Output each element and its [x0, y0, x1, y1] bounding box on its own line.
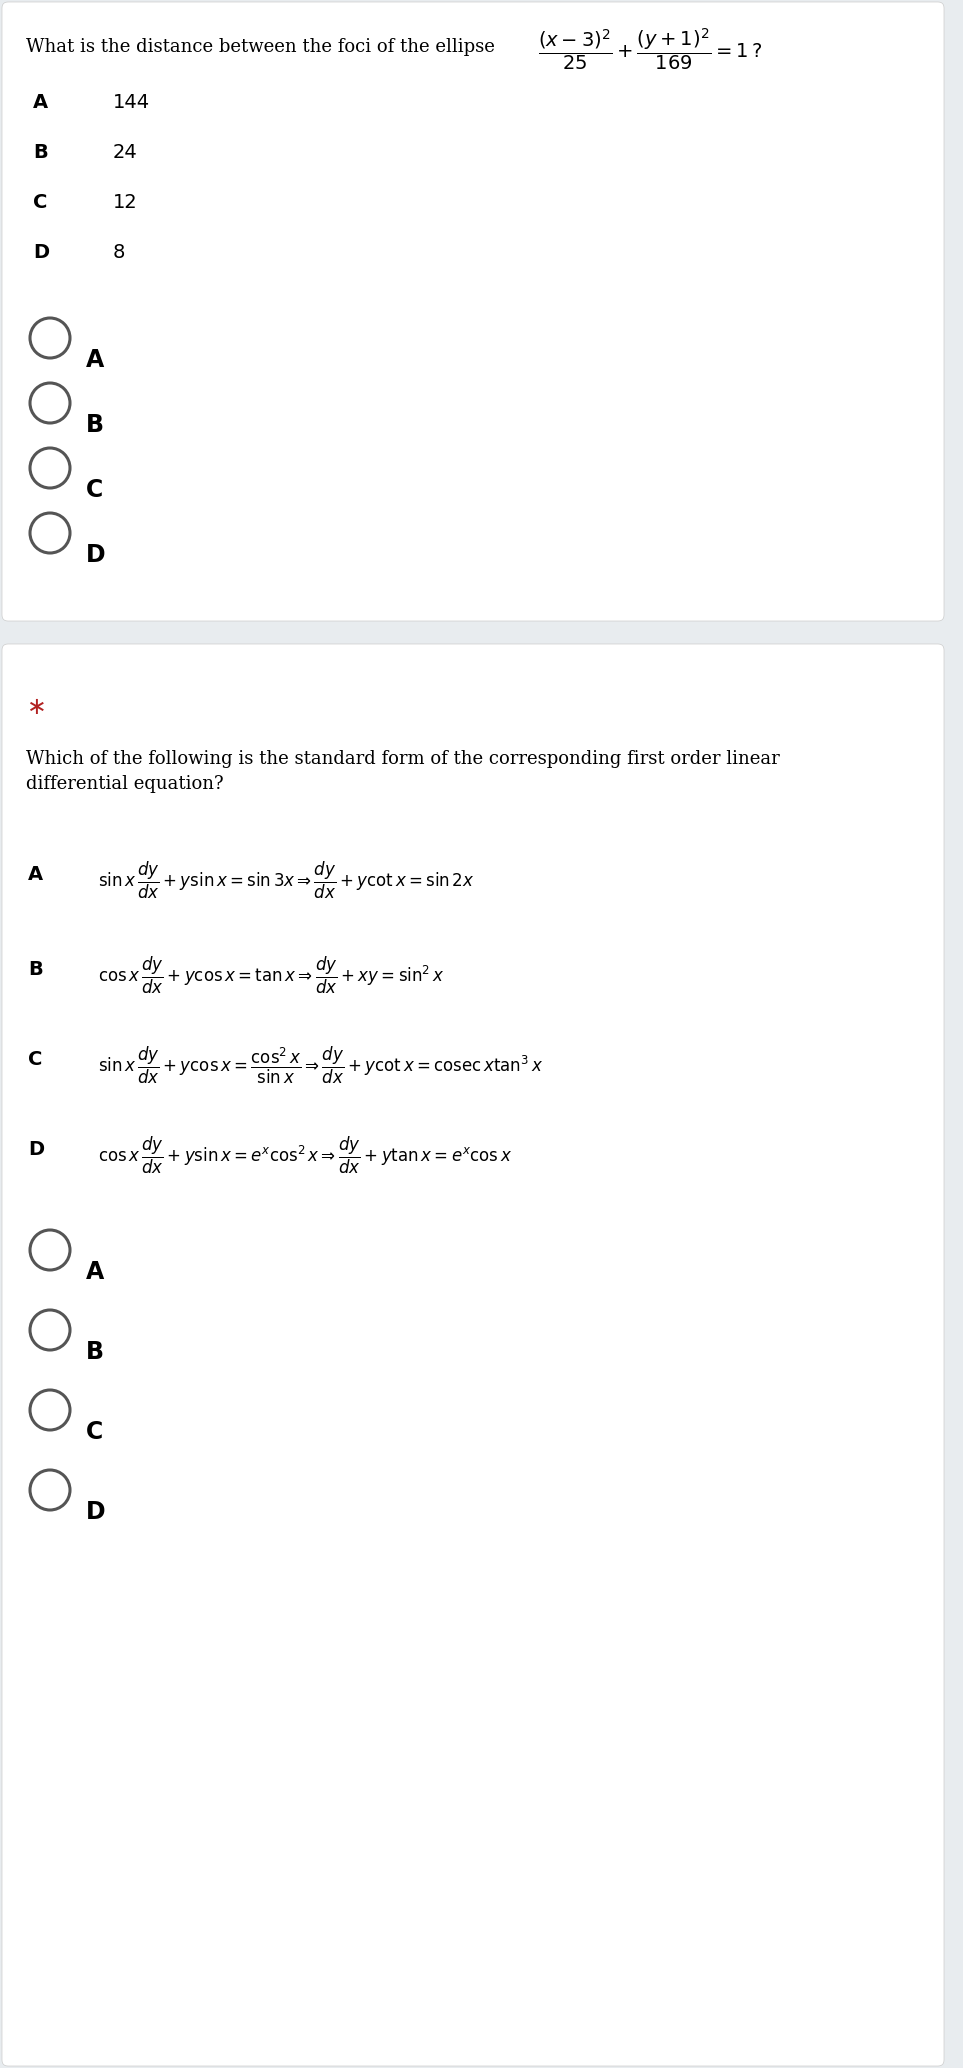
FancyBboxPatch shape	[2, 2, 944, 620]
Text: D: D	[86, 544, 106, 567]
Text: D: D	[28, 1139, 44, 1158]
Text: $\sin x\,\dfrac{dy}{dx}+y\sin x=\sin 3x\Rightarrow\dfrac{dy}{dx}+y\cot x=\sin 2x: $\sin x\,\dfrac{dy}{dx}+y\sin x=\sin 3x\…	[98, 860, 475, 902]
Text: D: D	[86, 1499, 106, 1524]
Text: D: D	[33, 244, 49, 263]
Text: C: C	[28, 1051, 42, 1069]
Text: A: A	[86, 347, 104, 372]
Text: $\cos x\,\dfrac{dy}{dx}+y\cos x=\tan x\Rightarrow\dfrac{dy}{dx}+xy=\sin^{2}x$: $\cos x\,\dfrac{dy}{dx}+y\cos x=\tan x\R…	[98, 955, 445, 997]
Text: Which of the following is the standard form of the corresponding first order lin: Which of the following is the standard f…	[26, 751, 780, 792]
Text: 8: 8	[113, 244, 125, 263]
Text: C: C	[86, 1421, 103, 1443]
Text: A: A	[86, 1259, 104, 1284]
Text: $\dfrac{(x-3)^2}{25}+\dfrac{(y+1)^2}{169}=1\,?$: $\dfrac{(x-3)^2}{25}+\dfrac{(y+1)^2}{169…	[538, 27, 763, 72]
Text: What is the distance between the foci of the ellipse: What is the distance between the foci of…	[26, 37, 495, 56]
Text: A: A	[28, 864, 43, 883]
Text: B: B	[86, 1340, 104, 1365]
Text: A: A	[33, 93, 48, 112]
Text: 144: 144	[113, 93, 150, 112]
FancyBboxPatch shape	[2, 643, 944, 2066]
Text: C: C	[33, 192, 47, 213]
Text: 24: 24	[113, 143, 138, 161]
Text: 12: 12	[113, 192, 138, 213]
Text: C: C	[86, 478, 103, 503]
Text: $\sin x\,\dfrac{dy}{dx}+y\cos x=\dfrac{\cos^{2}x}{\sin x}\Rightarrow\dfrac{dy}{d: $\sin x\,\dfrac{dy}{dx}+y\cos x=\dfrac{\…	[98, 1044, 543, 1086]
Text: B: B	[33, 143, 48, 161]
Text: $\ast$: $\ast$	[26, 695, 45, 720]
Text: B: B	[86, 414, 104, 436]
Text: B: B	[28, 960, 42, 978]
Text: $\cos x\,\dfrac{dy}{dx}+y\sin x=e^{x}\cos^{2}x\Rightarrow\dfrac{dy}{dx}+y\tan x=: $\cos x\,\dfrac{dy}{dx}+y\sin x=e^{x}\co…	[98, 1135, 512, 1177]
